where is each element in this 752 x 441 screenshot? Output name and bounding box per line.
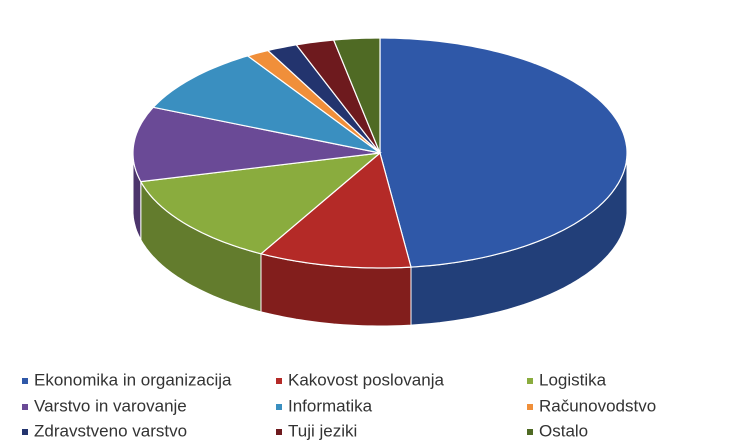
pie-slice — [139, 152, 382, 313]
pie-slice — [132, 106, 381, 240]
pie-slice — [266, 44, 381, 154]
legend-swatch — [22, 378, 28, 384]
legend-label: Varstvo in varovanje — [34, 396, 187, 415]
legend-label: Logistika — [539, 370, 607, 389]
legend-swatch — [276, 378, 282, 384]
slice-top — [332, 37, 381, 154]
legend-swatch — [276, 429, 282, 435]
pie-slice — [332, 37, 381, 154]
slice-top — [379, 37, 628, 268]
slice-top — [295, 39, 381, 154]
legend-label: Zdravstveno varstvo — [34, 421, 187, 440]
slice-top — [152, 55, 381, 154]
slice-top — [266, 44, 381, 154]
legend-swatch — [22, 429, 28, 435]
legend-label: Informatika — [288, 396, 373, 415]
legend-swatch — [527, 429, 533, 435]
legend-swatch — [527, 378, 533, 384]
legend-swatch — [22, 404, 28, 410]
legend-label: Računovodstvo — [539, 396, 656, 415]
pie-slice — [379, 37, 628, 326]
pie-slice — [152, 55, 381, 154]
legend-label: Ekonomika in organizacija — [34, 370, 232, 389]
pie-slice — [259, 151, 412, 327]
slice-top — [132, 106, 381, 183]
slice-top — [259, 151, 412, 269]
legend-label: Tuji jeziki — [288, 421, 357, 440]
legend-label: Ostalo — [539, 421, 588, 440]
legend-label: Kakovost poslovanja — [288, 370, 444, 389]
legend-swatch — [527, 404, 533, 410]
slice-top — [139, 152, 382, 255]
pie-slice — [295, 39, 381, 154]
legend-swatch — [276, 404, 282, 410]
